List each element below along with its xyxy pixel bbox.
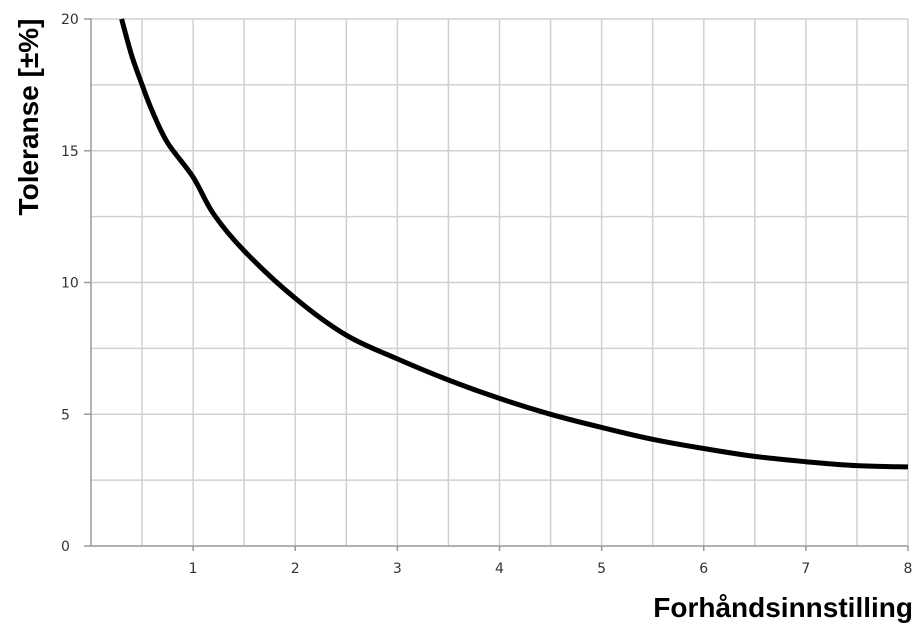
tolerance-curve <box>122 19 908 467</box>
x-tick-label: 3 <box>393 561 402 577</box>
y-axis-title: Toleranse [±%] <box>13 19 44 216</box>
y-tick-label: 15 <box>61 144 79 160</box>
series <box>122 19 908 467</box>
y-tick-label: 0 <box>61 539 70 555</box>
y-tick-label: 20 <box>61 12 79 28</box>
tick-labels: 0 5 10 15 20 1 2 3 4 5 6 7 8 <box>61 12 912 577</box>
x-tick-label: 2 <box>291 561 300 577</box>
x-tick-label: 6 <box>699 561 708 577</box>
x-tick-label: 7 <box>801 561 810 577</box>
y-tick-label: 10 <box>61 276 79 292</box>
x-tick-label: 5 <box>597 561 606 577</box>
grid <box>91 19 908 546</box>
y-tick-label: 5 <box>61 407 70 423</box>
x-axis-title: Forhåndsinnstilling <box>653 592 913 623</box>
x-tick-label: 8 <box>904 561 913 577</box>
axes <box>84 19 908 551</box>
x-tick-label: 1 <box>189 561 198 577</box>
x-tick-label: 4 <box>495 561 504 577</box>
